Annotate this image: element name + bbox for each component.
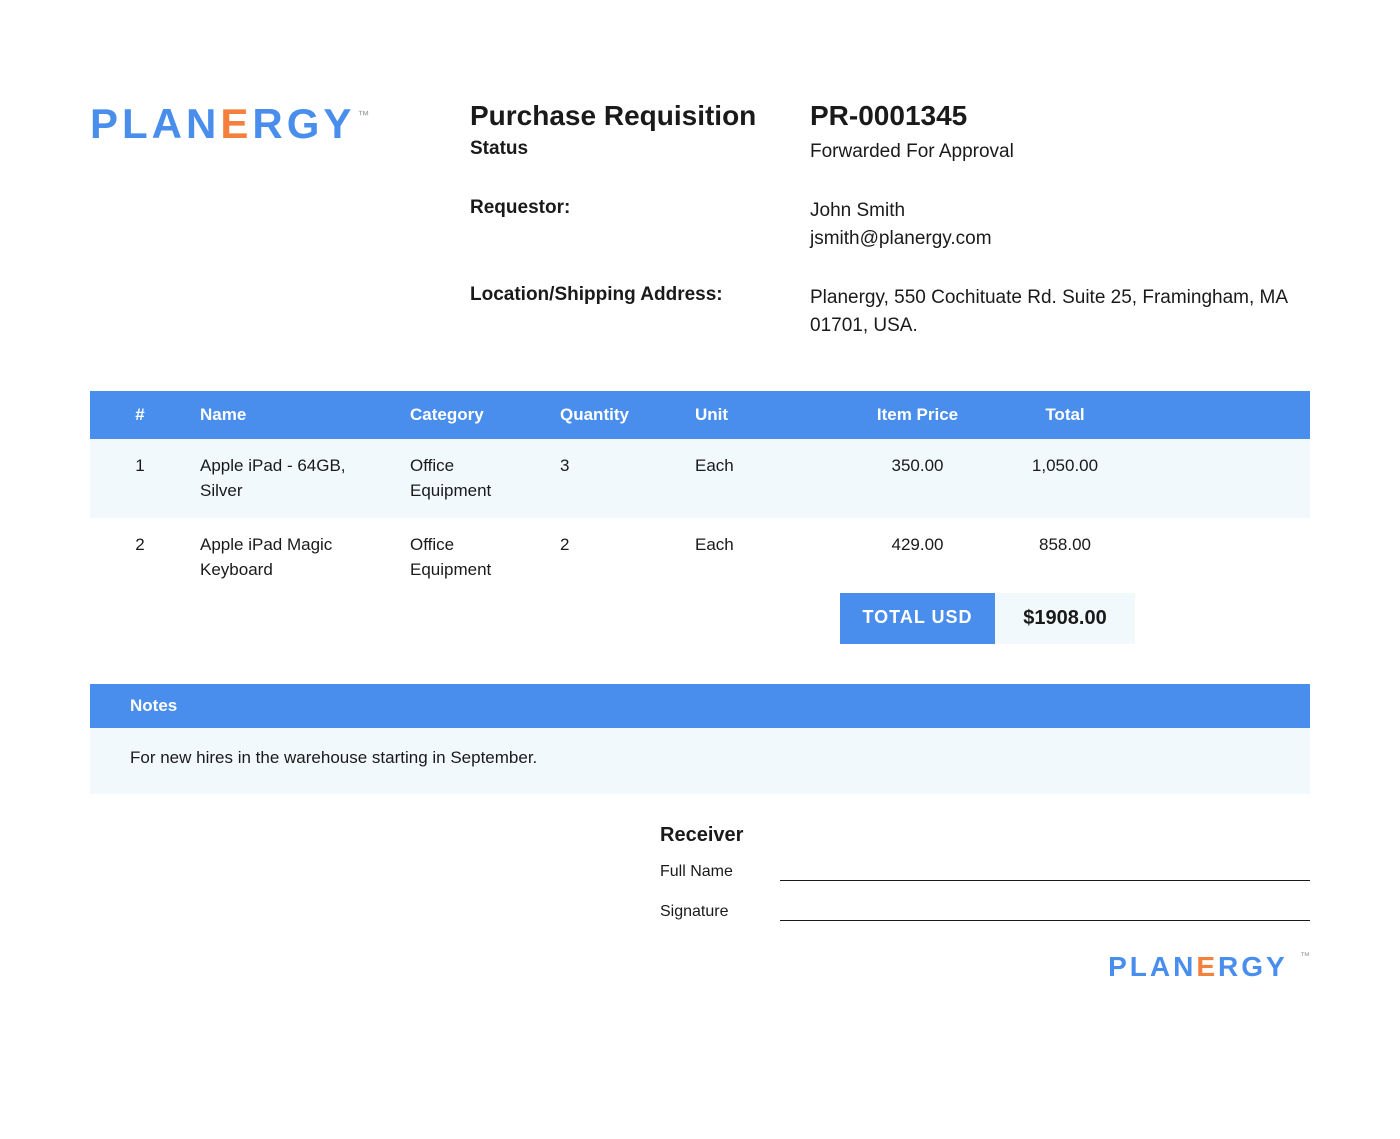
col-header-quantity: Quantity — [550, 405, 685, 425]
brand-name-pre: PLAN — [90, 100, 220, 147]
requestor-label: Requestor: — [470, 197, 810, 219]
cell-num: 2 — [90, 532, 190, 558]
brand-logo-text-footer: PLANERGY — [1108, 951, 1298, 982]
line-items-table: # Name Category Quantity Unit Item Price… — [90, 391, 1310, 644]
total-amount: $1908.00 — [995, 593, 1135, 644]
cell-num: 1 — [90, 453, 190, 479]
cell-unit: Each — [685, 532, 840, 558]
status-value: Forwarded For Approval — [810, 138, 1310, 167]
cell-unit: Each — [685, 453, 840, 479]
cell-category: Office Equipment — [400, 453, 550, 504]
cell-category: Office Equipment — [400, 532, 550, 583]
brand-name-post: RGY — [1218, 951, 1287, 982]
col-header-total: Total — [995, 405, 1135, 425]
table-row: 1 Apple iPad - 64GB, Silver Office Equip… — [90, 439, 1310, 518]
fullname-label: Full Name — [660, 863, 770, 881]
signature-row: Signature — [660, 901, 1310, 921]
brand-name-accent: E — [220, 100, 252, 147]
cell-quantity: 3 — [550, 453, 685, 479]
cell-item-price: 429.00 — [840, 532, 995, 558]
col-header-name: Name — [190, 405, 400, 425]
document-title: Purchase Requisition — [470, 100, 810, 132]
col-header-unit: Unit — [685, 405, 840, 425]
trademark-symbol: ™ — [1300, 951, 1310, 962]
table-header-row: # Name Category Quantity Unit Item Price… — [90, 391, 1310, 439]
notes-header: Notes — [90, 684, 1310, 728]
cell-item-price: 350.00 — [840, 453, 995, 479]
brand-name-post: RGY — [252, 100, 355, 147]
status-label: Status — [470, 138, 810, 160]
signature-label: Signature — [660, 903, 770, 921]
total-label: TOTAL USD — [840, 593, 995, 644]
trademark-symbol: ™ — [357, 108, 369, 122]
brand-logo-text: PLANERGY — [90, 100, 355, 148]
cell-name: Apple iPad Magic Keyboard — [190, 532, 400, 583]
col-header-category: Category — [400, 405, 550, 425]
footer-logo: PLANERGY ™ — [90, 951, 1310, 983]
location-label: Location/Shipping Address: — [470, 284, 810, 306]
location-value: Planergy, 550 Cochituate Rd. Suite 25, F… — [810, 284, 1310, 341]
cell-total: 858.00 — [995, 532, 1135, 558]
receiver-title: Receiver — [660, 824, 1310, 847]
signature-line — [780, 901, 1310, 921]
col-header-item-price: Item Price — [840, 405, 995, 425]
table-row: 2 Apple iPad Magic Keyboard Office Equip… — [90, 518, 1310, 597]
brand-logo: PLANERGY ™ — [90, 100, 470, 341]
cell-name: Apple iPad - 64GB, Silver — [190, 453, 400, 504]
fullname-row: Full Name — [660, 861, 1310, 881]
fullname-line — [780, 861, 1310, 881]
brand-name-pre: PLAN — [1108, 951, 1196, 982]
requestor-email: jsmith@planergy.com — [810, 225, 1310, 254]
receiver-section: Receiver Full Name Signature — [660, 824, 1310, 921]
notes-body: For new hires in the warehouse starting … — [90, 728, 1310, 794]
requestor-value: John Smith jsmith@planergy.com — [810, 197, 1310, 254]
pr-number: PR-0001345 — [810, 100, 1310, 132]
document-header: PLANERGY ™ Purchase Requisition Status P… — [90, 100, 1310, 341]
brand-name-accent: E — [1196, 951, 1218, 982]
total-row: TOTAL USD $1908.00 — [90, 593, 1310, 644]
cell-quantity: 2 — [550, 532, 685, 558]
header-info: Purchase Requisition Status PR-0001345 F… — [470, 100, 1310, 341]
col-header-num: # — [90, 405, 190, 425]
requestor-name: John Smith — [810, 197, 1310, 226]
cell-total: 1,050.00 — [995, 453, 1135, 479]
